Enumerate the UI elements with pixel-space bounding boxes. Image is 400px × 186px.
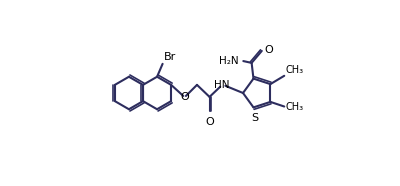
Text: S: S xyxy=(251,113,258,123)
Text: H₂N: H₂N xyxy=(219,56,239,66)
Text: O: O xyxy=(205,117,214,127)
Text: Br: Br xyxy=(164,52,176,62)
Text: O: O xyxy=(180,92,189,102)
Text: CH₃: CH₃ xyxy=(285,102,303,112)
Text: O: O xyxy=(264,45,273,55)
Text: CH₃: CH₃ xyxy=(285,65,303,75)
Text: HN: HN xyxy=(214,80,230,90)
